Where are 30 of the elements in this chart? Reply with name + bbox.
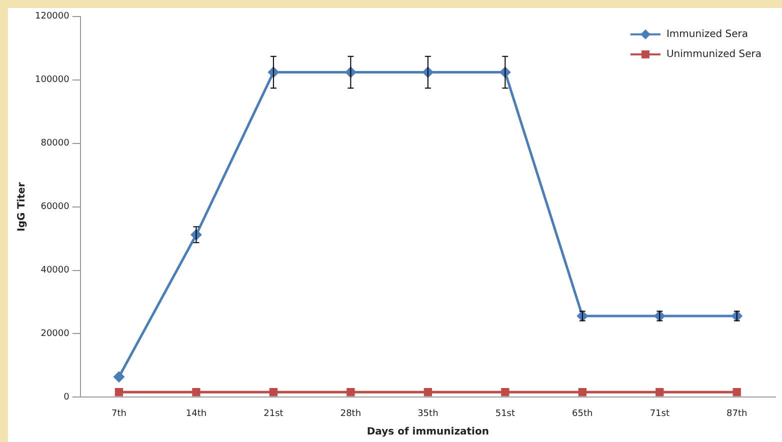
y-tick-label: 60000 bbox=[40, 202, 70, 212]
point bbox=[656, 388, 664, 396]
y-axis-title: IgG Titer bbox=[16, 182, 28, 232]
x-tick-label: 21st bbox=[264, 408, 284, 419]
x-tick-label: 35th bbox=[418, 408, 438, 419]
point bbox=[578, 388, 586, 396]
x-tick-label: 51st bbox=[495, 408, 516, 419]
y-tick-label: 40000 bbox=[40, 266, 70, 276]
y-tick-label: 0 bbox=[64, 392, 70, 403]
y-tick-label: 100000 bbox=[34, 75, 70, 86]
x-tick-label: 71st bbox=[650, 408, 670, 419]
y-tick-label: 120000 bbox=[34, 12, 70, 22]
legend-label: Unimmunized Sera bbox=[666, 48, 762, 60]
point bbox=[346, 388, 355, 396]
point bbox=[114, 372, 124, 382]
x-tick-label: 65th bbox=[572, 408, 593, 419]
point bbox=[192, 388, 200, 396]
point bbox=[269, 388, 278, 396]
point bbox=[501, 388, 510, 396]
y-tick-label: 20000 bbox=[40, 329, 70, 340]
y-tick-label: 80000 bbox=[40, 138, 70, 149]
x-axis-title: Days of immunization bbox=[366, 426, 489, 438]
x-tick-label: 28th bbox=[340, 408, 362, 419]
point bbox=[424, 388, 432, 396]
point bbox=[732, 388, 741, 396]
x-tick-label: 14th bbox=[186, 408, 207, 419]
x-tick-label: 87th bbox=[726, 408, 748, 419]
legend-label: Immunized Sera bbox=[666, 28, 748, 40]
point bbox=[114, 388, 124, 396]
x-tick-label: 7th bbox=[111, 408, 126, 419]
